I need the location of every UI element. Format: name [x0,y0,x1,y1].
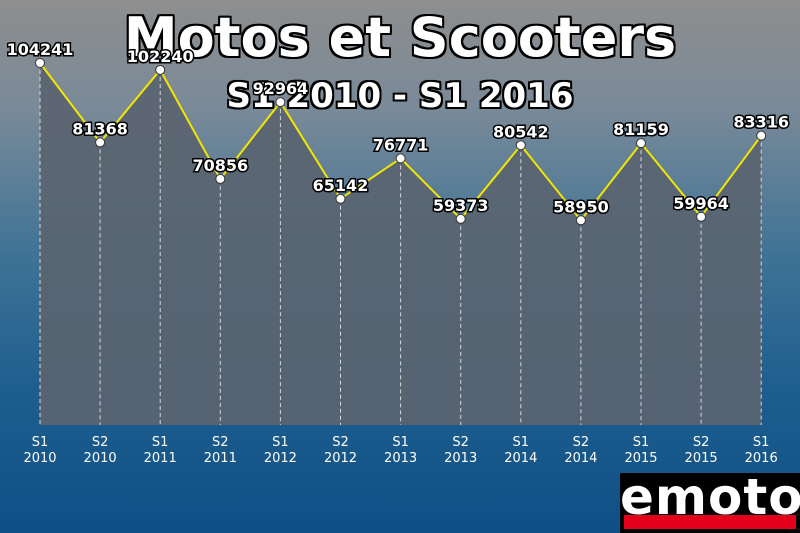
chart-title: Motos et Scooters [123,6,677,69]
x-tick-label: 2016 [745,451,778,466]
data-point [155,64,166,75]
data-point [275,97,286,108]
data-point [335,193,346,204]
data-label: 81159 [613,120,669,139]
data-point [455,213,466,224]
data-point [515,140,526,151]
logo-text: emoto [620,473,800,526]
x-tick-label: 2010 [23,451,56,466]
x-tick-label: S2 [212,435,229,450]
data-label: 81368 [72,119,128,138]
x-tick-label: S1 [633,435,650,450]
data-label: 76771 [373,135,429,154]
x-tick-label: S2 [573,435,590,450]
data-label: 102240 [127,47,194,66]
data-label: 65142 [313,176,369,195]
data-label: 58950 [553,197,609,216]
data-label: 59964 [673,194,729,213]
data-label: 70856 [192,156,248,175]
x-tick-label: S1 [513,435,530,450]
x-tick-label: S1 [152,435,169,450]
data-label: 59373 [433,196,489,215]
x-tick-label: S2 [693,435,710,450]
data-label: 104241 [7,40,74,59]
data-point [395,153,406,164]
x-tick-label: 2015 [685,451,718,466]
x-tick-label: S1 [32,435,49,450]
x-tick-label: S2 [452,435,469,450]
data-point [756,130,767,141]
x-tick-label: 2012 [264,451,297,466]
data-point [95,137,106,148]
data-point [35,57,45,68]
x-tick-label: 2014 [504,451,537,466]
x-tick-label: S1 [272,435,289,450]
x-tick-label: S2 [332,435,349,450]
data-label: 80542 [493,122,549,141]
data-point [575,215,586,226]
x-tick-label: 2011 [144,451,177,466]
x-tick-label: S1 [753,435,770,450]
x-tick-label: 2014 [564,451,597,466]
x-tick-label: S1 [392,435,409,450]
x-tick-label: 2011 [204,451,237,466]
data-point [636,138,646,149]
data-label: 92964 [253,79,309,98]
logo-red-bar [624,515,796,529]
data-point [215,173,226,184]
emoto-logo: emoto [620,473,800,533]
x-tick-label: 2010 [84,451,117,466]
x-tick-label: 2015 [624,451,657,466]
x-tick-label: 2013 [384,451,417,466]
data-label: 83316 [733,113,789,132]
data-point [696,211,707,222]
x-tick-label: 2012 [324,451,357,466]
x-tick-label: 2013 [444,451,477,466]
x-tick-label: S2 [92,435,109,450]
